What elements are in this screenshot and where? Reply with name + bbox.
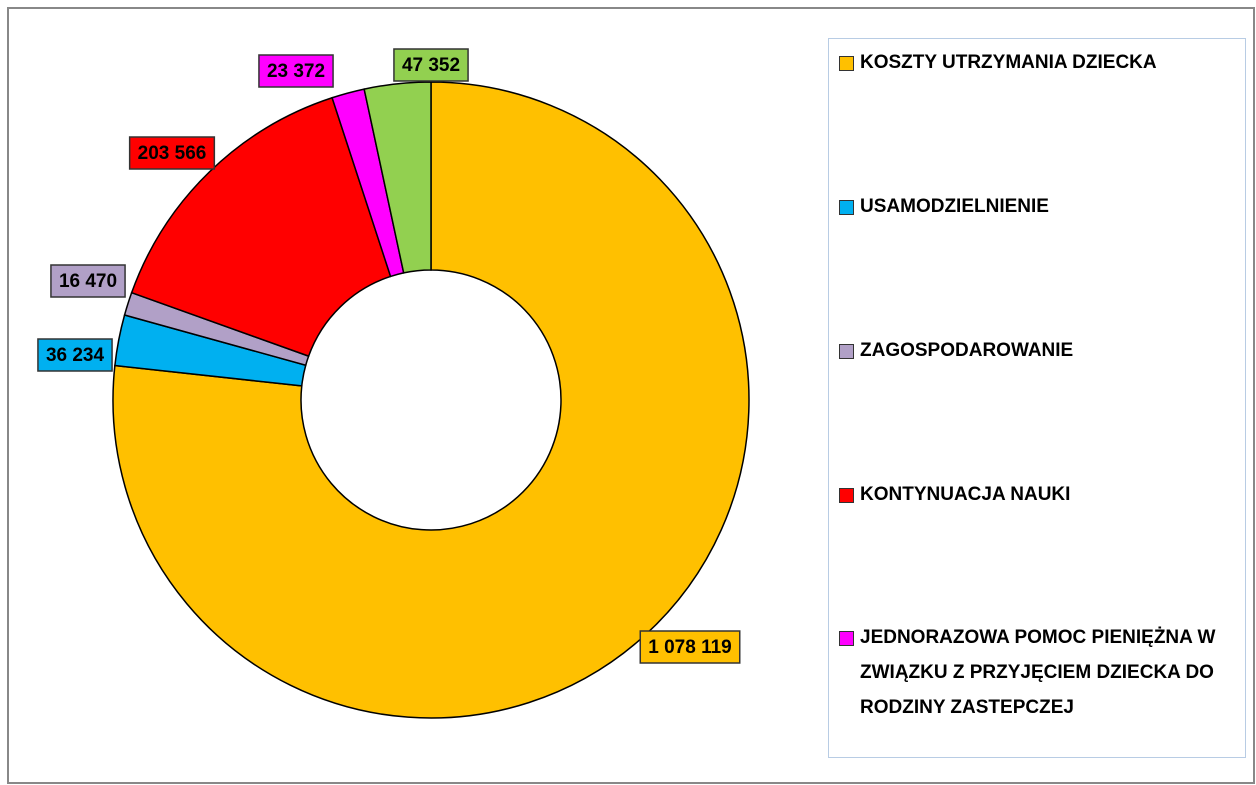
legend-label: USAMODZIELNIENIE xyxy=(860,196,1049,217)
legend-label: ZAGOSPODAROWANIE xyxy=(860,340,1074,361)
data-label-box xyxy=(258,54,334,88)
data-label: 1 078 119 xyxy=(648,637,731,658)
legend-swatch xyxy=(839,200,854,215)
data-label-box xyxy=(639,630,741,664)
legend-label: JEDNORAZOWA POMOC PIENIĘŻNA W ZWIĄZKU Z … xyxy=(860,627,1216,718)
data-label: 23 372 xyxy=(267,61,325,82)
legend-item: KOSZTY UTRZYMANIA DZIECKA xyxy=(839,45,1239,80)
data-label-box xyxy=(128,136,216,170)
legend: KOSZTY UTRZYMANIA DZIECKA USAMODZIELNIENI… xyxy=(828,38,1246,758)
frame xyxy=(7,7,1255,784)
data-label-box xyxy=(50,264,126,298)
legend-swatch xyxy=(839,631,854,646)
legend-item: KONTYNUACJA NAUKI xyxy=(839,477,1239,512)
legend-swatch xyxy=(839,488,854,503)
data-label: 36 234 xyxy=(46,345,105,366)
slice xyxy=(112,81,750,719)
legend-item: JEDNORAZOWA POMOC PIENIĘŻNA W ZWIĄZKU Z … xyxy=(839,620,1239,725)
data-label-box xyxy=(37,338,113,372)
legend-item: ZAGOSPODAROWANIE xyxy=(839,333,1239,368)
legend-label: KONTYNUACJA NAUKI xyxy=(860,484,1071,505)
legend-swatch xyxy=(839,56,854,71)
legend-label: KOSZTY UTRZYMANIA DZIECKA xyxy=(860,52,1157,73)
data-label: 47 352 xyxy=(402,55,460,76)
legend-swatch xyxy=(839,344,854,359)
slice xyxy=(130,96,392,358)
legend-item: USAMODZIELNIENIE xyxy=(839,189,1239,224)
data-label: 16 470 xyxy=(59,271,117,292)
slice xyxy=(363,81,432,274)
data-label: 203 566 xyxy=(138,143,207,164)
data-label-box xyxy=(393,48,469,82)
